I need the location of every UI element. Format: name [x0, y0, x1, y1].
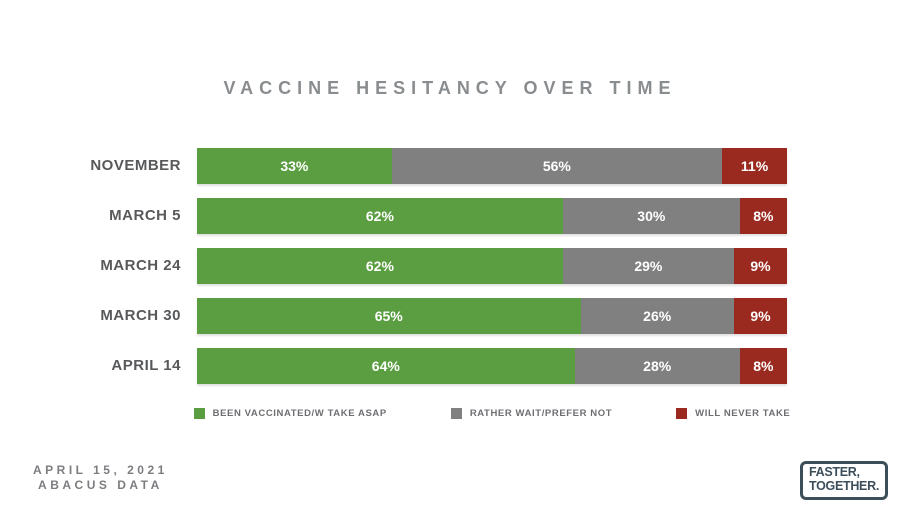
bar-segment: 62% — [197, 248, 563, 284]
bar-row: APRIL 14 64% 28% 8% — [0, 348, 900, 384]
bar-track: 64% 28% 8% — [197, 348, 787, 384]
bar-segment: 8% — [739, 198, 787, 234]
logo-line-1: FASTER, — [809, 465, 860, 479]
bar-segment: 9% — [733, 298, 787, 334]
legend-swatch-icon — [450, 408, 462, 419]
bar-value-label: 8% — [753, 208, 774, 224]
bar-value-label: 29% — [634, 258, 663, 274]
legend-swatch-icon — [676, 408, 688, 419]
bar-segment: 30% — [562, 198, 740, 234]
bar-value-label: 62% — [365, 208, 394, 224]
category-label: MARCH 5 — [109, 207, 181, 224]
category-label: MARCH 30 — [100, 307, 181, 324]
bar-segment: 62% — [197, 198, 563, 234]
bar-segment: 65% — [197, 298, 581, 334]
bar-row: NOVEMBER 33% 56% 11% — [0, 148, 900, 184]
bar-value-label: 11% — [740, 158, 769, 174]
footer-credit: APRIL 15, 2021 ABACUS DATA — [33, 463, 168, 493]
bar-segment: 26% — [580, 298, 734, 334]
bar-row: MARCH 5 62% 30% 8% — [0, 198, 900, 234]
legend-item: RATHER WAIT/PREFER NOT — [450, 408, 613, 419]
bar-value-label: 30% — [637, 208, 666, 224]
bar-value-label: 8% — [753, 358, 774, 374]
bar-value-label: 9% — [750, 308, 771, 324]
bar-track: 62% 29% 9% — [197, 248, 787, 284]
legend-label: RATHER WAIT/PREFER NOT — [469, 408, 613, 419]
footer-date: APRIL 15, 2021 — [33, 463, 168, 477]
bar-value-label: 26% — [643, 308, 672, 324]
bar-value-label: 64% — [371, 358, 400, 374]
faster-together-logo: FASTER, TOGETHER. — [800, 461, 888, 500]
legend-label: BEEN VACCINATED/W TAKE ASAP — [212, 408, 387, 419]
bar-track: 62% 30% 8% — [197, 198, 787, 234]
bar-value-label: 62% — [365, 258, 394, 274]
bar-segment: 64% — [197, 348, 575, 384]
bar-segment: 56% — [391, 148, 723, 184]
category-label: NOVEMBER — [90, 157, 181, 174]
legend-swatch-icon — [193, 408, 205, 419]
bar-segment: 29% — [562, 248, 734, 284]
category-label: MARCH 24 — [100, 257, 181, 274]
legend-label: WILL NEVER TAKE — [695, 408, 791, 419]
legend-item: BEEN VACCINATED/W TAKE ASAP — [193, 408, 387, 419]
bar-segment: 28% — [574, 348, 740, 384]
logo-line-2: TOGETHER. — [809, 478, 879, 493]
bar-row: MARCH 30 65% 26% 9% — [0, 298, 900, 334]
bar-segment: 11% — [722, 148, 787, 184]
bar-value-label: 65% — [374, 308, 403, 324]
bar-segment: 33% — [197, 148, 392, 184]
legend-item: WILL NEVER TAKE — [676, 408, 790, 419]
bar-segment: 8% — [739, 348, 787, 384]
legend: BEEN VACCINATED/W TAKE ASAP RATHER WAIT/P… — [193, 408, 790, 419]
bar-segment: 9% — [733, 248, 787, 284]
bar-value-label: 56% — [542, 158, 571, 174]
category-label: APRIL 14 — [111, 357, 181, 374]
footer-source: ABACUS DATA — [38, 478, 163, 492]
bar-row: MARCH 24 62% 29% 9% — [0, 248, 900, 284]
bar-value-label: 28% — [643, 358, 672, 374]
bar-track: 33% 56% 11% — [197, 148, 787, 184]
bar-value-label: 9% — [750, 258, 771, 274]
bar-track: 65% 26% 9% — [197, 298, 787, 334]
chart-title: VACCINE HESITANCY OVER TIME — [223, 78, 677, 98]
bar-value-label: 33% — [280, 158, 309, 174]
